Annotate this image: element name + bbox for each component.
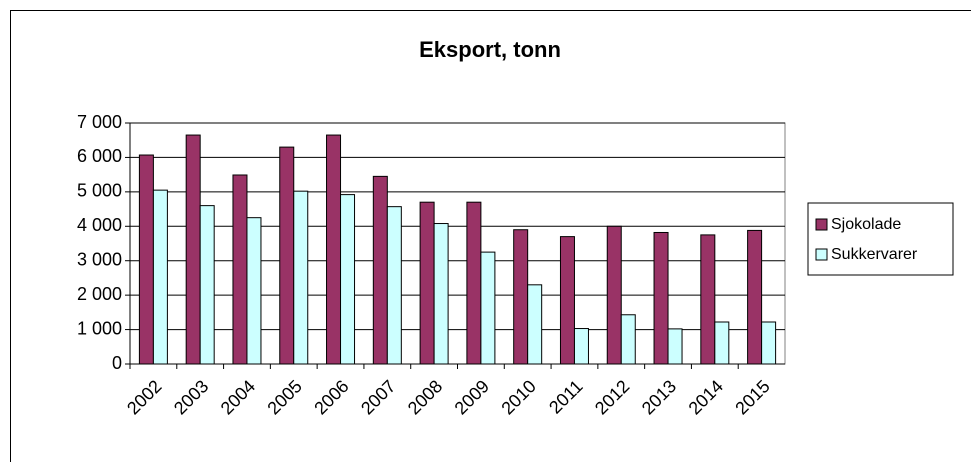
y-tick-label: 1 000: [77, 318, 122, 338]
bar: [419, 201, 435, 365]
bar: [761, 321, 777, 365]
y-tick-label: 6 000: [77, 146, 122, 166]
bar: [293, 190, 309, 365]
chart-title: Eksport, tonn: [419, 37, 561, 62]
bar: [185, 134, 201, 365]
bar: [466, 201, 482, 365]
legend-box: [807, 202, 954, 276]
bar: [279, 146, 295, 365]
bar: [714, 321, 730, 365]
y-tick-label: 2 000: [77, 284, 122, 304]
bar: [573, 328, 589, 365]
bar: [372, 175, 388, 365]
bar: [433, 223, 449, 365]
bar: [700, 234, 716, 365]
bar: [386, 206, 402, 365]
bar: [667, 328, 683, 365]
legend-label: Sjokolade: [831, 216, 901, 233]
y-tick-label: 4 000: [77, 215, 122, 235]
bar: [559, 236, 575, 365]
bar: [620, 314, 636, 365]
legend-label: Sukkervarer: [831, 246, 918, 263]
legend-swatch: [815, 248, 828, 261]
bar: [527, 284, 543, 365]
y-tick-label: 7 000: [77, 112, 122, 132]
bar: [326, 134, 342, 365]
bar: [246, 217, 262, 365]
bar: [138, 154, 154, 365]
bar: [480, 251, 496, 365]
bar: [232, 174, 248, 365]
y-tick-label: 5 000: [77, 181, 122, 201]
bar: [199, 205, 215, 365]
plot-area: [129, 122, 786, 365]
bar: [747, 229, 763, 365]
bar: [513, 229, 529, 365]
bar: [340, 194, 356, 365]
legend-swatch: [815, 218, 828, 231]
y-tick-label: 3 000: [77, 249, 122, 269]
y-tick-label: 0: [112, 353, 122, 373]
bar: [606, 225, 622, 365]
bar: [152, 189, 168, 365]
bar: [653, 231, 669, 365]
